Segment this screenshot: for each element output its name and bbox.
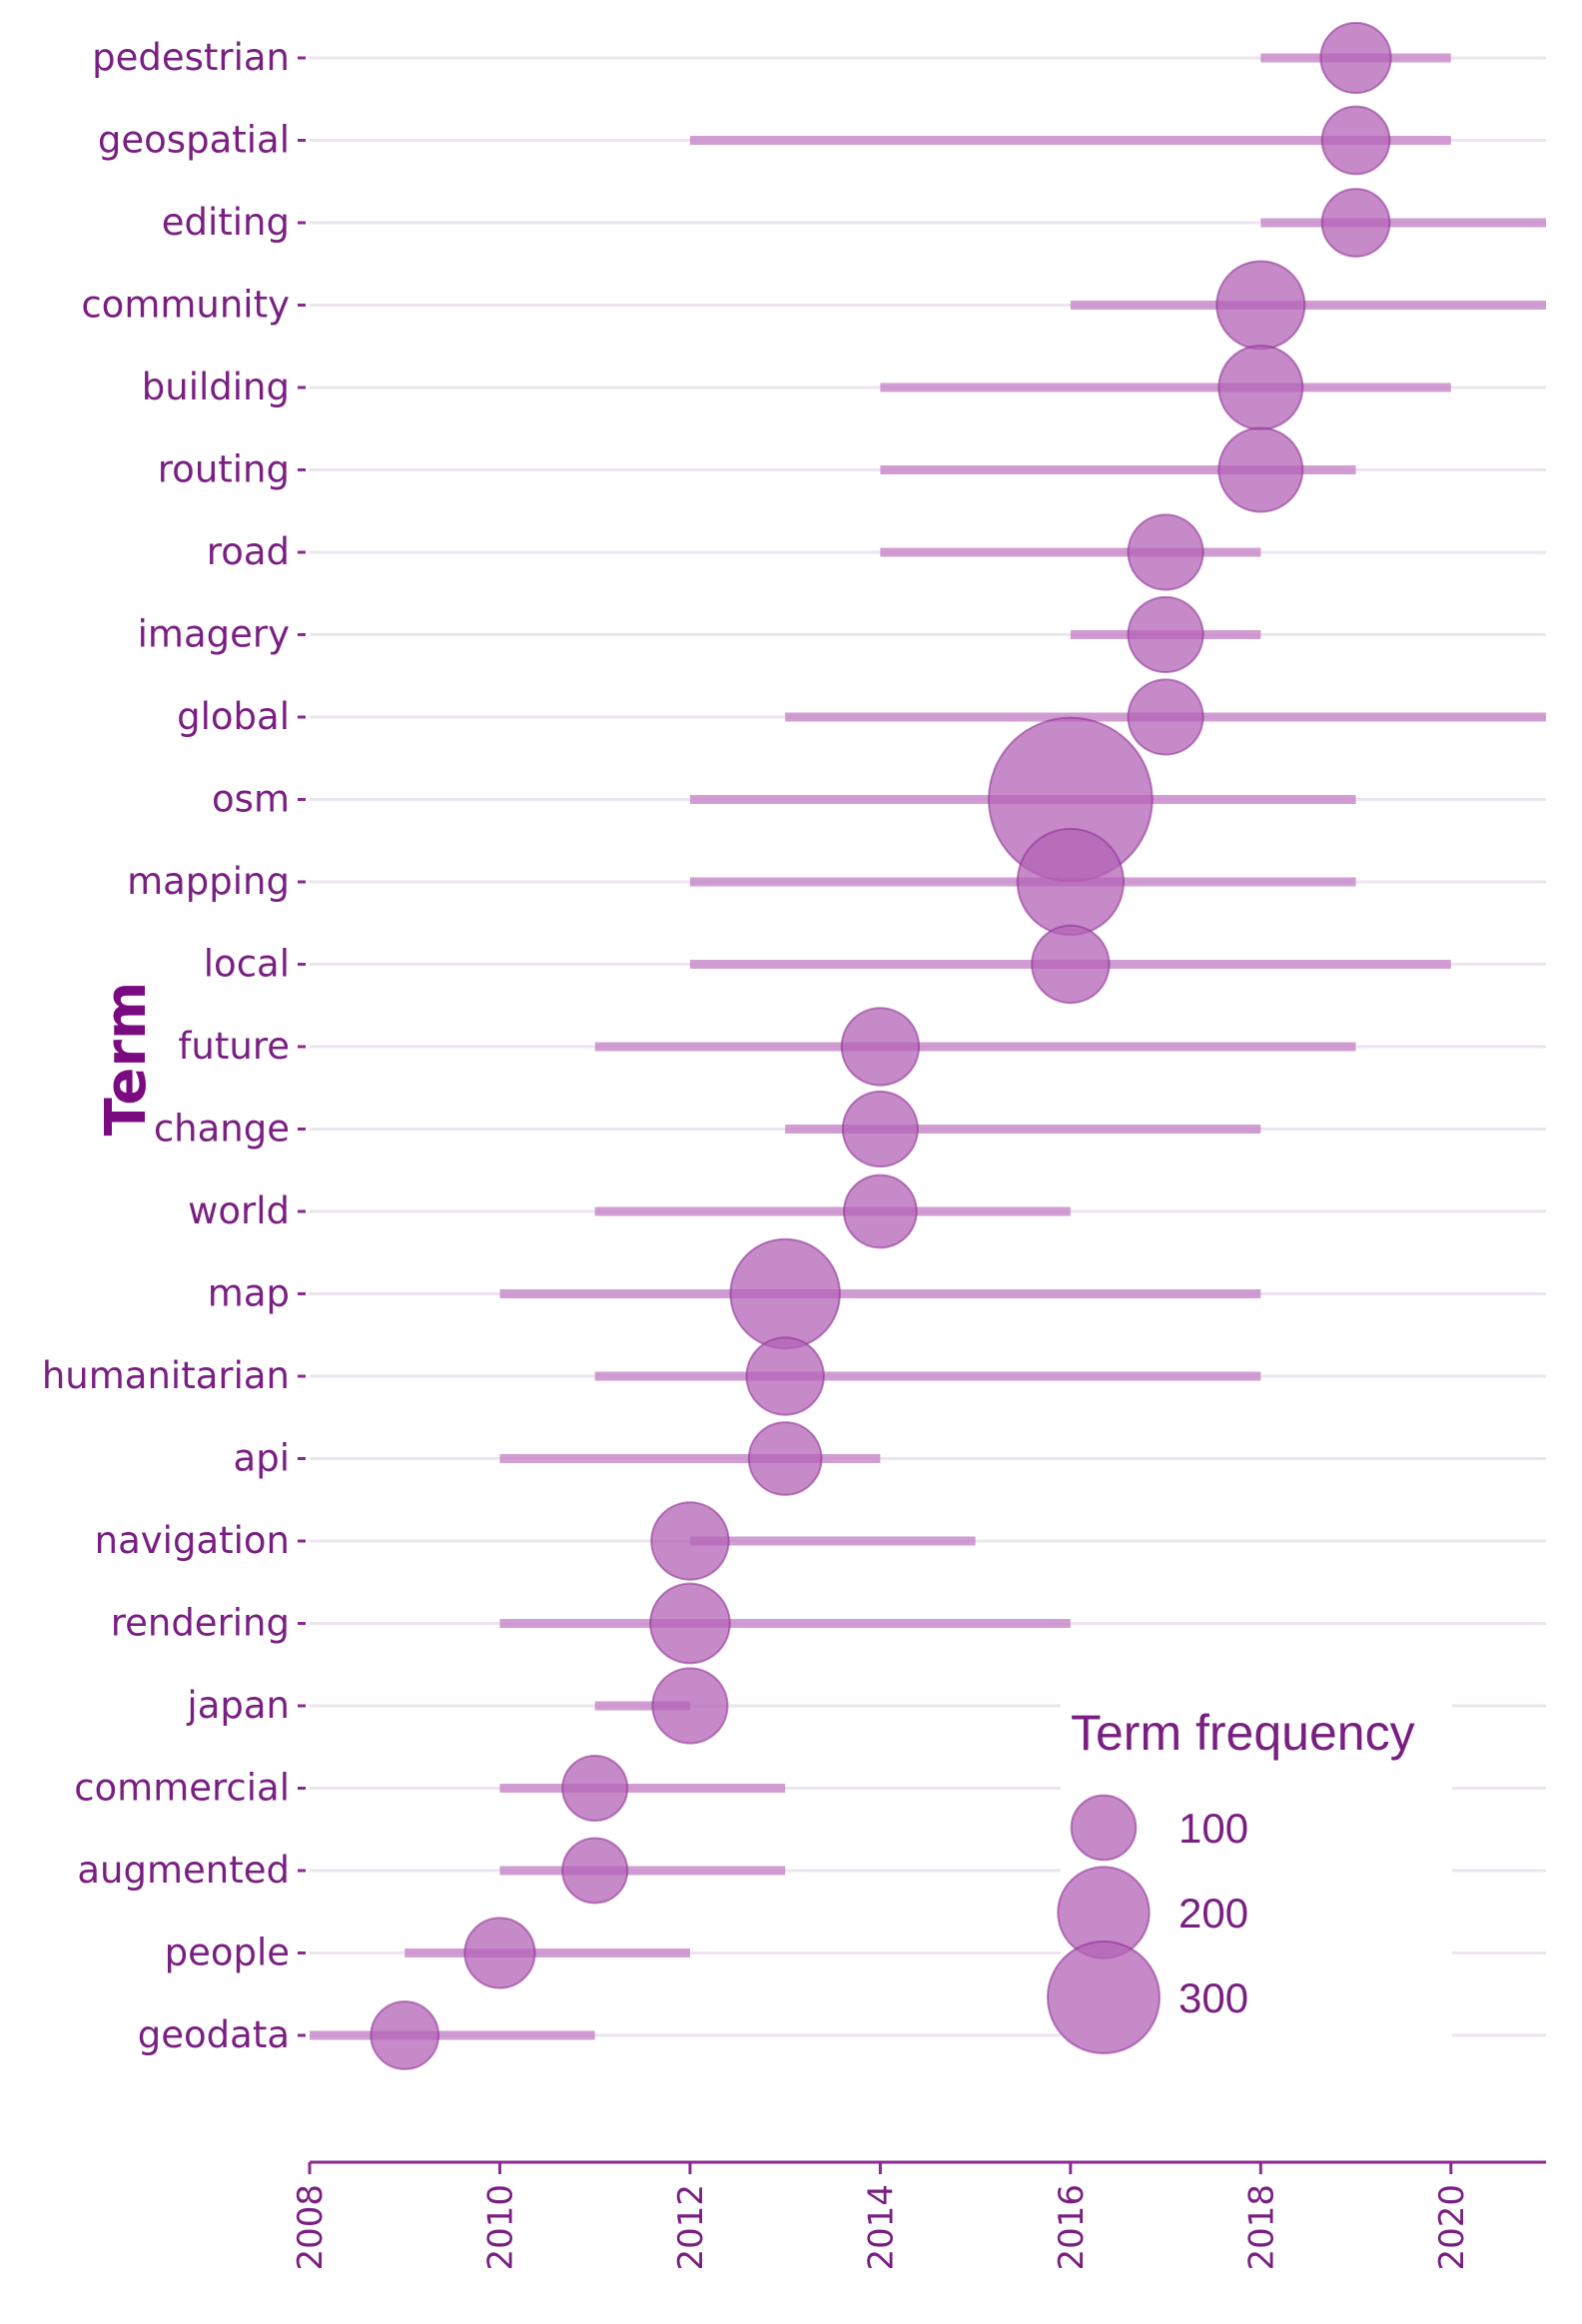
- legend-label: 300: [1179, 1974, 1248, 2021]
- y-axis-title: Term: [94, 982, 159, 1137]
- y-tick-label: routing: [158, 448, 290, 491]
- x-tick-label: 2010: [480, 2184, 520, 2271]
- y-tick-label: geodata: [138, 2013, 290, 2056]
- term-point: [1320, 188, 1391, 258]
- y-tick-label: pedestrian: [92, 36, 290, 79]
- y-tick-label: augmented: [77, 1849, 290, 1892]
- point-layer: [370, 21, 1392, 2070]
- y-tick-label: rendering: [111, 1602, 290, 1645]
- term-point: [1127, 595, 1204, 674]
- y-tick-label: road: [207, 530, 290, 573]
- x-tick-label: 2020: [1432, 2184, 1472, 2271]
- term-point: [561, 1837, 629, 1905]
- legend-label: 100: [1179, 1805, 1248, 1852]
- y-tick-label: osm: [212, 778, 290, 821]
- term-point: [1320, 105, 1391, 176]
- term-point: [1217, 426, 1304, 513]
- term-point: [649, 1582, 731, 1665]
- y-tick-label: local: [204, 943, 290, 986]
- x-tick-label: 2014: [861, 2184, 901, 2271]
- y-tick-label: building: [142, 366, 290, 408]
- term-point: [747, 1421, 823, 1496]
- term-point: [1031, 924, 1111, 1005]
- y-tick-label: change: [154, 1108, 290, 1151]
- legend-title: Term frequency: [1071, 1705, 1415, 1761]
- y-tick-label: map: [208, 1272, 290, 1315]
- y-tick-label: navigation: [95, 1519, 290, 1562]
- x-tick-label: 2018: [1241, 2184, 1281, 2271]
- range-layer: [310, 53, 1546, 2040]
- term-point: [1127, 678, 1204, 756]
- y-tick-label: editing: [162, 201, 290, 244]
- x-axis: 2008 2010 2012 2014 2016 2018 2020: [291, 2160, 1546, 2271]
- term-point: [1215, 260, 1306, 351]
- x-tick-label: 2012: [671, 2184, 711, 2271]
- term-point: [650, 1501, 730, 1581]
- y-tick-label: global: [177, 695, 290, 738]
- term-point: [1016, 827, 1125, 937]
- term-point: [651, 1667, 729, 1745]
- x-tick-label: 2008: [291, 2184, 331, 2271]
- term-point: [840, 1007, 921, 1087]
- term-point: [561, 1754, 629, 1823]
- term-point: [1217, 345, 1304, 430]
- x-tick-label: 2016: [1052, 2184, 1092, 2271]
- term-point: [843, 1173, 918, 1249]
- y-tick-label: imagery: [138, 613, 290, 656]
- y-tick-label: world: [188, 1189, 290, 1232]
- term-point: [729, 1237, 841, 1350]
- y-tick-label: geospatial: [98, 119, 290, 162]
- term-point: [370, 2000, 440, 2070]
- y-tick-label: community: [81, 284, 290, 327]
- term-point: [1319, 21, 1392, 95]
- y-axis: pedestrian geospatial editing community buil…: [42, 36, 306, 2056]
- legend-entries: 100 200 300: [1046, 1794, 1248, 2055]
- y-tick-label: future: [178, 1025, 290, 1068]
- term-point: [841, 1090, 919, 1168]
- y-tick-label: humanitarian: [42, 1354, 290, 1397]
- y-tick-label: mapping: [127, 860, 290, 903]
- legend-size-key: [1070, 1794, 1138, 1862]
- legend-size-key: [1046, 1939, 1162, 2055]
- y-tick-label: japan: [186, 1684, 290, 1727]
- term-point: [463, 1917, 536, 1989]
- legend-label: 200: [1179, 1890, 1248, 1937]
- y-tick-label: people: [165, 1932, 290, 1974]
- term-point: [1127, 513, 1204, 591]
- y-tick-label: commercial: [74, 1767, 290, 1810]
- term-point: [745, 1336, 825, 1416]
- size-legend: Term frequency 100 200 300: [1046, 1698, 1452, 2055]
- y-tick-label: api: [234, 1437, 290, 1480]
